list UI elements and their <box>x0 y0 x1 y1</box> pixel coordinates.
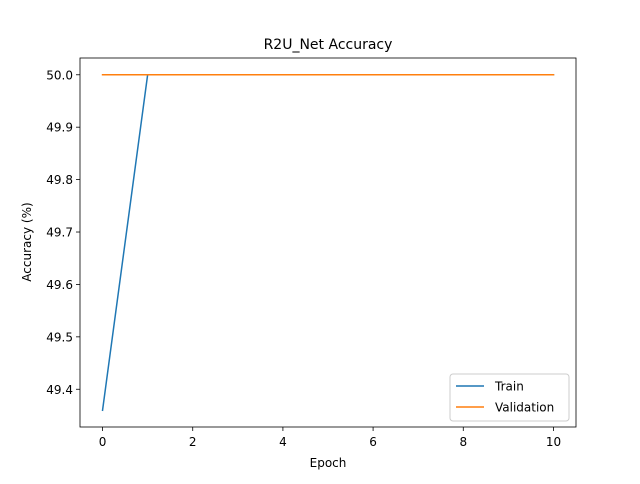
y-tick-label: 49.7 <box>46 226 73 240</box>
plot-frame <box>79 57 577 428</box>
y-tick-label: 49.8 <box>46 173 73 187</box>
y-tick-label: 49.9 <box>46 121 73 135</box>
series-layer <box>101 74 555 412</box>
x-tick-label: 4 <box>279 435 287 449</box>
x-tick-label: 10 <box>546 435 561 449</box>
x-tick-label: 0 <box>99 435 107 449</box>
x-axis-label: Epoch <box>310 456 347 470</box>
legend: Train Validation <box>449 373 570 422</box>
y-tick-label: 49.5 <box>46 330 73 344</box>
y-axis-label: Accuracy (%) <box>20 202 34 281</box>
x-tick-label: 6 <box>369 435 377 449</box>
y-tick-label: 49.6 <box>46 278 73 292</box>
x-tick-label: 8 <box>459 435 467 449</box>
x-tick-label: 2 <box>189 435 197 449</box>
axes-layer <box>79 57 577 428</box>
series-line-train <box>101 74 555 412</box>
y-tick-label: 50.0 <box>46 68 73 82</box>
ticks-layer: 0 2 4 6 8 10 49.4 49.5 49.6 49.7 49.8 49.9 50.0 <box>46 68 561 449</box>
y-tick-label: 49.4 <box>46 383 73 397</box>
legend-label-validation: Validation <box>495 401 554 415</box>
legend-label-train: Train <box>494 380 524 394</box>
chart-title: R2U_Net Accuracy <box>264 37 393 53</box>
